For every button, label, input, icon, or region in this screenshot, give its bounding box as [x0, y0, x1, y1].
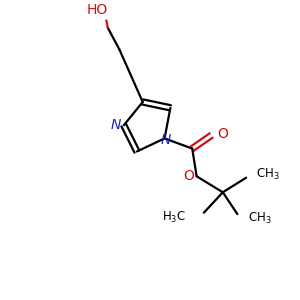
Text: O: O	[183, 169, 194, 183]
Text: O: O	[218, 127, 229, 141]
Text: H$_3$C: H$_3$C	[162, 209, 186, 225]
Text: CH$_3$: CH$_3$	[256, 167, 280, 182]
Text: HO: HO	[87, 4, 108, 17]
Text: N: N	[110, 118, 121, 132]
Text: CH$_3$: CH$_3$	[248, 211, 271, 226]
Text: N: N	[161, 133, 171, 147]
